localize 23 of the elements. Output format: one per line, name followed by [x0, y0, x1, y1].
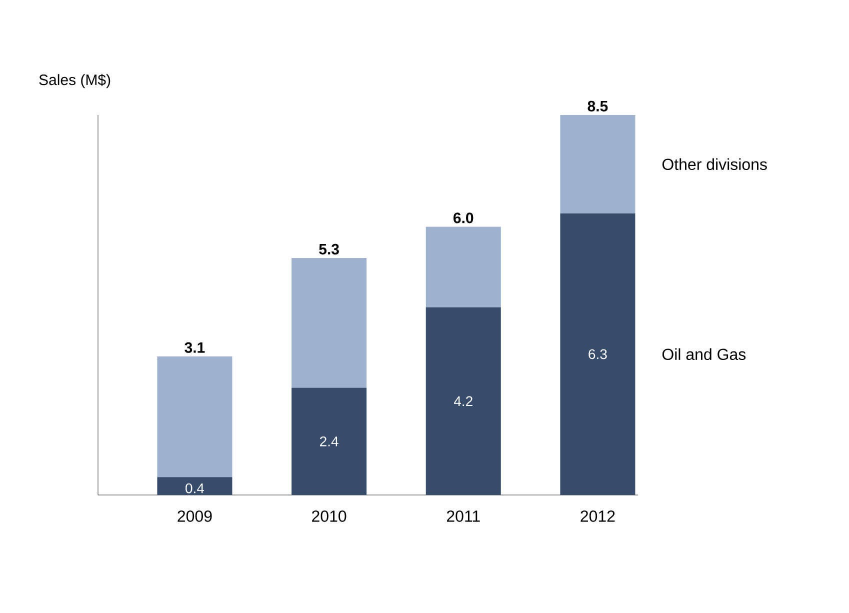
data-label: 6.3	[588, 349, 607, 360]
data-label: 4.2	[454, 396, 472, 406]
bar	[157, 356, 232, 478]
total-label: 6.0	[454, 212, 474, 224]
bar	[157, 477, 232, 495]
x-tick-label: 2012	[580, 510, 615, 522]
bar	[292, 388, 367, 495]
bar	[560, 114, 636, 214]
bar	[426, 226, 501, 308]
total-label: 8.5	[588, 100, 608, 112]
bar	[292, 258, 367, 388]
data-label: 0.4	[186, 483, 204, 494]
bar	[426, 307, 501, 495]
y-axis-title: Sales (M$)	[39, 74, 110, 88]
total-label: 3.1	[184, 342, 205, 353]
x-tick-label: 2009	[178, 510, 212, 522]
total-label: 5.3	[319, 244, 339, 255]
x-tick-label: 2011	[446, 510, 480, 522]
x-tick-label: 2010	[312, 510, 346, 522]
series-label: Other divisions	[662, 158, 767, 170]
data-label: 2.4	[320, 436, 338, 446]
bar	[560, 213, 636, 495]
series-label: Oil and Gas	[662, 348, 746, 360]
